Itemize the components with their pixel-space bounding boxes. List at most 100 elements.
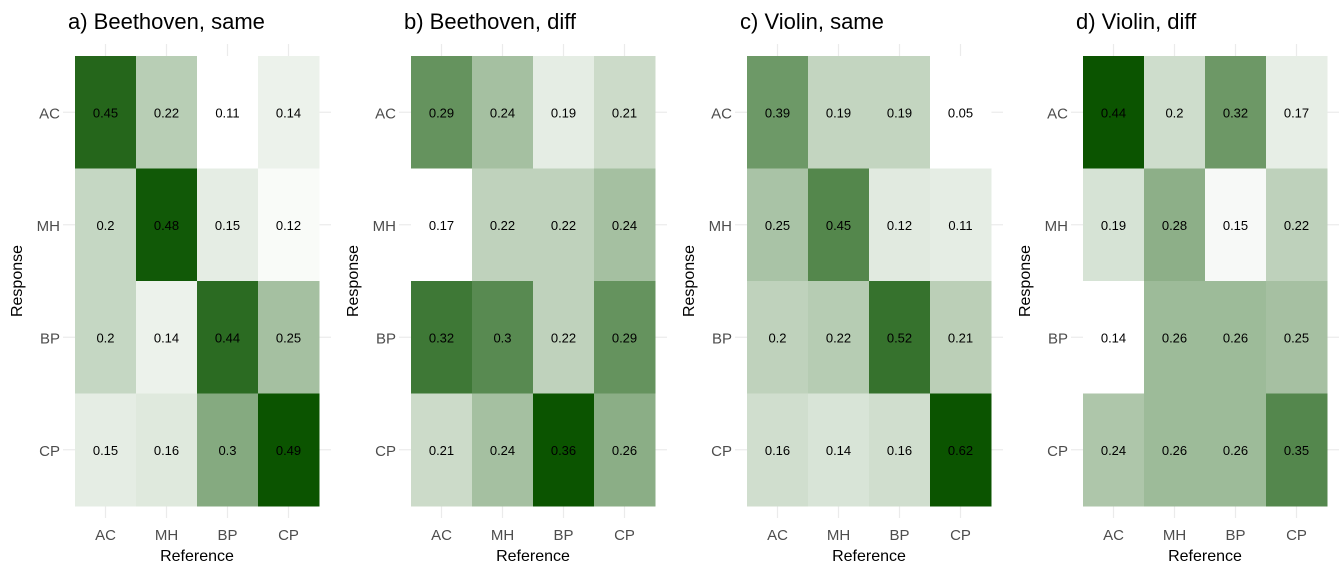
- cell-value-label: 0.26: [1223, 330, 1248, 345]
- heatmap-cell: [747, 281, 809, 394]
- x-axis-title: Reference: [496, 548, 570, 565]
- x-tick-label: BP: [1225, 527, 1245, 544]
- x-tick-label: AC: [767, 527, 788, 544]
- x-tick-label: BP: [553, 527, 573, 544]
- heatmap-cell: [808, 168, 870, 282]
- heatmap-cell: [1144, 168, 1206, 282]
- x-tick-label: MH: [155, 527, 178, 544]
- heatmap-cell: [930, 56, 992, 169]
- heatmap-cell: [533, 56, 595, 169]
- heatmap-cell: [75, 168, 137, 282]
- cell-value-label: 0.44: [215, 330, 240, 345]
- x-tick-label: AC: [95, 527, 116, 544]
- heatmap-cell: [75, 281, 137, 394]
- x-tick-label: BP: [217, 527, 237, 544]
- cell-value-label: 0.2: [768, 330, 786, 345]
- cell-value-label: 0.21: [429, 443, 454, 458]
- heatmap-cell: [1205, 393, 1267, 507]
- heatmap-cell: [411, 281, 473, 394]
- cell-value-label: 0.29: [612, 330, 637, 345]
- y-tick-label: BP: [712, 330, 732, 347]
- cell-value-label: 0.16: [887, 443, 912, 458]
- heatmap-cell: [258, 56, 320, 169]
- heatmap-cell: [1266, 168, 1328, 282]
- cell-value-label: 0.17: [1284, 105, 1309, 120]
- y-tick-label: CP: [39, 443, 60, 460]
- cell-value-label: 0.05: [948, 105, 973, 120]
- heatmap-cell: [472, 281, 534, 394]
- heatmap-cell: [594, 281, 656, 394]
- y-tick-label: CP: [375, 443, 396, 460]
- cell-value-label: 0.32: [1223, 105, 1248, 120]
- y-tick-label: CP: [1047, 443, 1068, 460]
- panel-3: 0.39 0.19 0.19 0.05 0.25 0.45 0.12 0.11 0.2 0.22 0…: [681, 9, 1003, 565]
- heatmap-cell: [930, 393, 992, 507]
- heatmap-cell: [258, 281, 320, 394]
- heatmap-cell: [1266, 56, 1328, 169]
- cell-value-label: 0.28: [1162, 218, 1187, 233]
- cell-value-label: 0.11: [948, 218, 972, 233]
- cell-value-label: 0.49: [276, 443, 301, 458]
- cell-value-label: 0.26: [1223, 443, 1248, 458]
- cell-value-label: 0.21: [612, 105, 637, 120]
- x-tick-label: MH: [827, 527, 850, 544]
- cell-value-label: 0.2: [96, 218, 114, 233]
- cell-value-label: 0.48: [154, 218, 179, 233]
- cell-value-label: 0.44: [1101, 105, 1126, 120]
- cell-value-label: 0.26: [612, 443, 637, 458]
- cell-value-label: 0.19: [887, 105, 912, 120]
- heatmap-cell: [869, 168, 931, 282]
- cell-value-label: 0.19: [826, 105, 851, 120]
- panel-title: c) Violin, same: [740, 9, 884, 34]
- heatmap-cell: [1083, 281, 1145, 394]
- cell-value-label: 0.25: [1284, 330, 1309, 345]
- heatmap-cell: [869, 393, 931, 507]
- cell-value-label: 0.15: [93, 443, 118, 458]
- cell-value-label: 0.19: [1101, 218, 1126, 233]
- heatmap-cell: [472, 393, 534, 507]
- heatmap-cell: [533, 393, 595, 507]
- heatmap-cell: [1144, 393, 1206, 507]
- heatmap-cell: [1144, 281, 1206, 394]
- cell-value-label: 0.25: [765, 218, 790, 233]
- cell-value-label: 0.25: [276, 330, 301, 345]
- heatmap-cell: [1083, 56, 1145, 169]
- heatmap-cell: [1083, 168, 1145, 282]
- cell-value-label: 0.22: [551, 330, 576, 345]
- cell-value-label: 0.45: [826, 218, 851, 233]
- cell-value-label: 0.32: [429, 330, 454, 345]
- heatmap-cell: [747, 393, 809, 507]
- cell-value-label: 0.15: [1223, 218, 1248, 233]
- cell-value-label: 0.22: [154, 105, 179, 120]
- heatmap-cell: [197, 56, 259, 169]
- heatmap-cell: [258, 393, 320, 507]
- cell-value-label: 0.62: [948, 443, 973, 458]
- y-axis-title: Response: [345, 245, 362, 317]
- cell-value-label: 0.2: [96, 330, 114, 345]
- cell-value-label: 0.26: [1162, 443, 1187, 458]
- cell-value-label: 0.39: [765, 105, 790, 120]
- cell-value-label: 0.24: [1101, 443, 1126, 458]
- cell-value-label: 0.12: [887, 218, 912, 233]
- heatmap-cell: [594, 168, 656, 282]
- y-tick-label: BP: [40, 330, 60, 347]
- panel-title: b) Beethoven, diff: [404, 9, 577, 34]
- cell-value-label: 0.3: [218, 443, 236, 458]
- heatmap-cell: [808, 393, 870, 507]
- panel-2: 0.29 0.24 0.19 0.21 0.17 0.22 0.22 0.24 0.32 0.3 0…: [345, 9, 667, 565]
- cell-value-label: 0.26: [1162, 330, 1187, 345]
- cell-value-label: 0.3: [493, 330, 511, 345]
- cell-value-label: 0.11: [215, 105, 239, 120]
- heatmap-cell: [411, 56, 473, 169]
- heatmap-cell: [533, 281, 595, 394]
- heatmap-cell: [594, 56, 656, 169]
- cell-value-label: 0.22: [826, 330, 851, 345]
- cell-value-label: 0.17: [429, 218, 454, 233]
- cell-value-label: 0.22: [490, 218, 515, 233]
- cell-value-label: 0.19: [551, 105, 576, 120]
- heatmap-cell: [411, 393, 473, 507]
- y-tick-label: MH: [1045, 218, 1068, 235]
- cell-value-label: 0.12: [276, 218, 301, 233]
